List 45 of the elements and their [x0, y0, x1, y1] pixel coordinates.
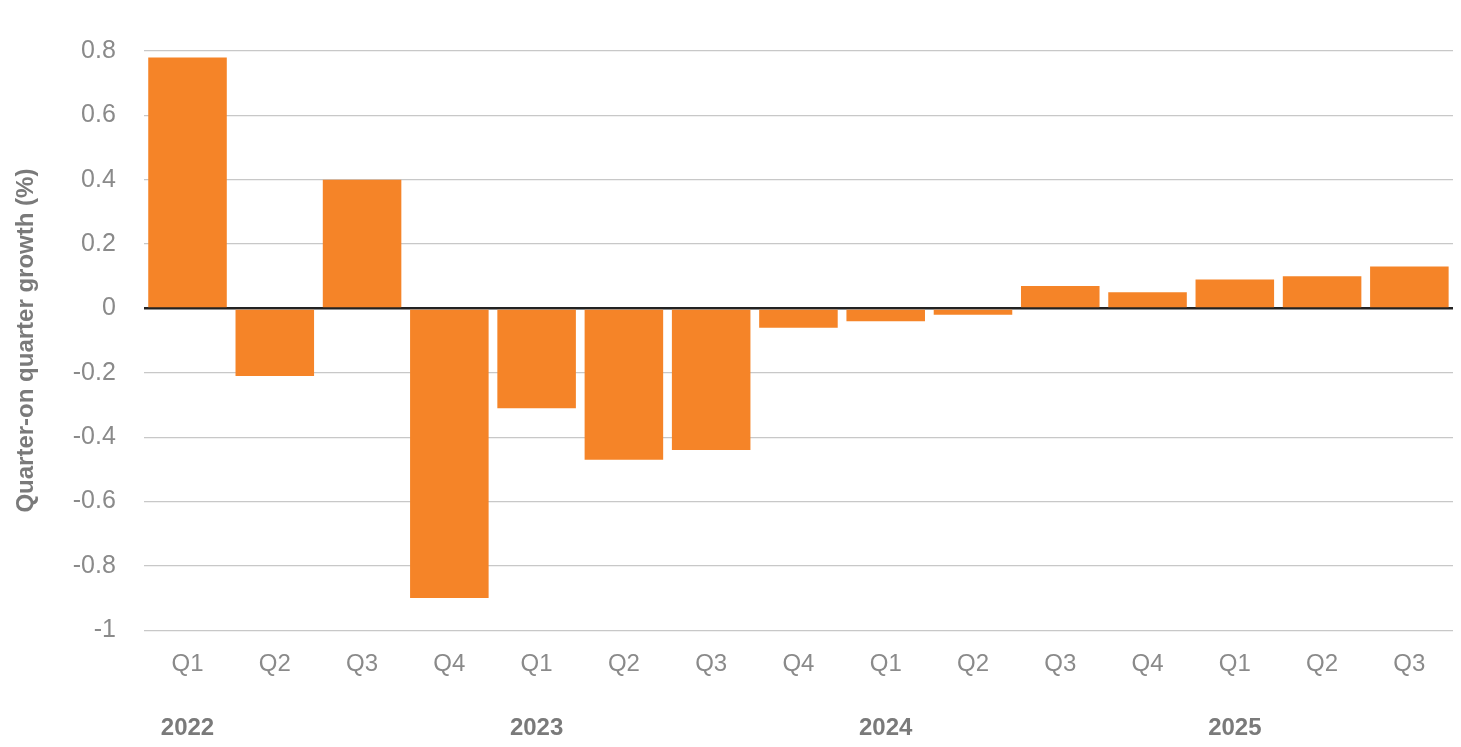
x-tick-label: Q4	[433, 649, 466, 677]
x-tick-label: Q4	[782, 649, 815, 677]
x-tick-label: Q1	[869, 649, 902, 677]
y-tick-label: -0.8	[72, 549, 116, 578]
bar	[1370, 266, 1449, 308]
bar	[497, 309, 576, 409]
bar	[1020, 285, 1100, 308]
text: 2023	[509, 713, 564, 740]
text: 2024	[859, 713, 914, 740]
bar	[759, 309, 838, 328]
bar	[846, 309, 925, 322]
y-tick-label: 0.4	[81, 163, 116, 192]
y-tick-label: -0.6	[72, 485, 116, 514]
bar	[235, 309, 315, 376]
y-tick-label: 0.2	[81, 227, 116, 256]
x-tick-label: Q4	[1131, 649, 1164, 677]
x-tick-label: Q2	[607, 649, 640, 677]
bar	[148, 57, 227, 308]
x-tick-label: Q2	[1306, 649, 1339, 677]
bar	[1108, 292, 1187, 308]
bar	[584, 309, 664, 460]
x-tick-label: Q2	[258, 649, 291, 677]
text: 2025	[1208, 713, 1262, 740]
text: 2022	[160, 713, 215, 740]
x-tick-label: Q1	[171, 649, 204, 677]
y-tick-label: -0.4	[72, 421, 116, 450]
bar	[322, 179, 402, 308]
x-tick-label: Q2	[956, 649, 989, 677]
x-tick-label: Q1	[1218, 649, 1251, 677]
x-tick-label: Q3	[1393, 649, 1426, 677]
bar	[410, 309, 489, 599]
y-tick-label: 0.8	[81, 34, 116, 63]
x-tick-label: Q1	[520, 649, 553, 677]
bar	[671, 309, 751, 450]
y-tick-label: -1	[93, 614, 116, 643]
bar	[1195, 279, 1275, 308]
x-tick-label: Q3	[346, 649, 379, 677]
y-tick-label: 0.6	[81, 99, 116, 128]
y-tick-label: -0.2	[72, 356, 116, 385]
y-tick-label: 0	[101, 292, 116, 321]
bar	[1282, 276, 1362, 308]
y-axis-title: Quarter-on quarter growth (%)	[11, 168, 39, 513]
bar	[933, 309, 1013, 315]
x-tick-label: Q3	[1044, 649, 1077, 677]
x-tick-label: Q3	[695, 649, 728, 677]
